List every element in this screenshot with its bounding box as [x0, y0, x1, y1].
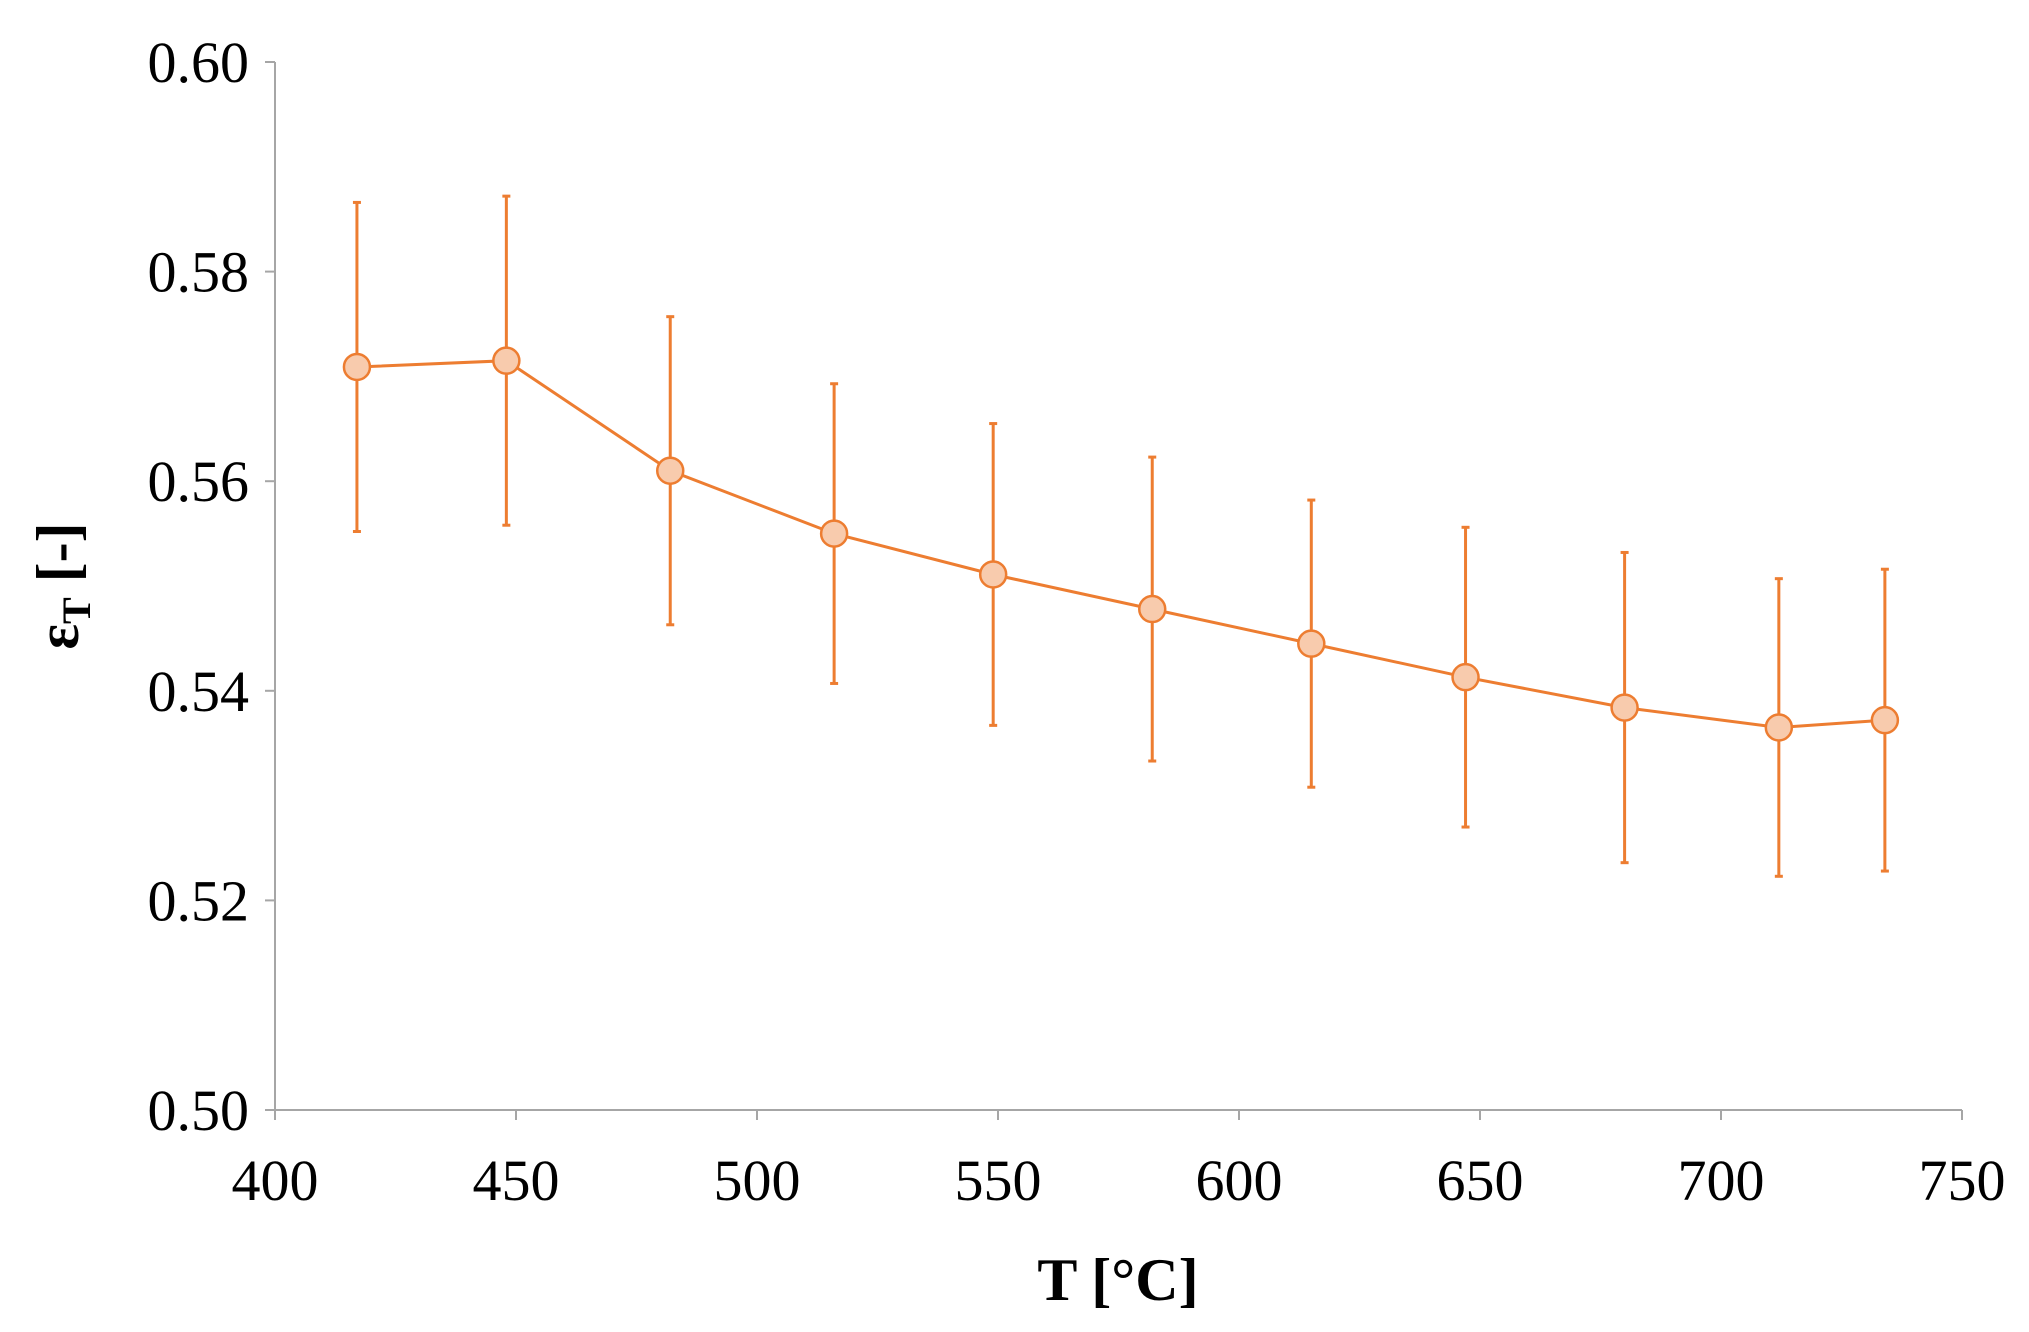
x-tick-label: 550 — [955, 1148, 1042, 1213]
x-tick-label: 600 — [1196, 1148, 1283, 1213]
x-tick-label: 500 — [714, 1148, 801, 1213]
data-point — [1137, 594, 1167, 624]
data-point — [978, 560, 1008, 589]
y-axis-title-unit: [-] — [25, 522, 91, 597]
data-point — [1764, 713, 1794, 742]
x-ticks: 400 450 500 550 600 650 700 750 — [232, 1110, 2006, 1213]
data-point — [1610, 693, 1639, 722]
series-line — [356, 359, 1886, 730]
y-axis-title-symbol: ε — [25, 624, 91, 650]
y-ticks: 0.50 0.52 0.54 0.56 0.58 0.60 — [148, 30, 275, 1143]
data-point — [492, 346, 521, 375]
y-tick-label: 0.52 — [148, 868, 250, 933]
axes — [274, 62, 1962, 1111]
x-tick-label: 750 — [1919, 1148, 2006, 1213]
x-tick-label: 700 — [1678, 1148, 1765, 1213]
x-tick-label: 650 — [1437, 1148, 1524, 1213]
x-tick-label: 400 — [232, 1148, 319, 1213]
y-tick-label: 0.54 — [148, 659, 250, 724]
y-axis-title-subscript: T — [54, 597, 99, 624]
data-point — [1297, 629, 1326, 658]
x-tick-label: 450 — [473, 1148, 560, 1213]
data-point — [819, 519, 849, 548]
markers — [342, 346, 1900, 742]
y-tick-label: 0.50 — [148, 1078, 250, 1143]
data-point — [655, 456, 685, 485]
x-axis-title: T [°C] — [1037, 1247, 1198, 1313]
data-point — [342, 352, 372, 382]
y-tick-label: 0.56 — [148, 449, 250, 514]
y-tick-label: 0.60 — [148, 30, 250, 95]
data-point — [1870, 705, 1900, 735]
y-axis-title: εT [-] — [25, 522, 99, 649]
y-tick-label: 0.58 — [148, 240, 250, 305]
data-point — [1451, 662, 1480, 692]
error-bars — [352, 194, 1889, 878]
